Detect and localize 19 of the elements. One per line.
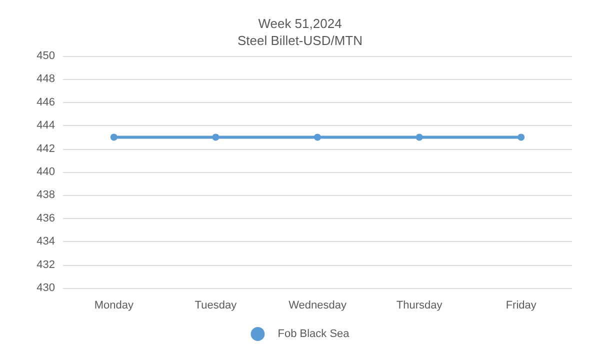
y-tick-label: 436 [36, 212, 55, 224]
y-tick-label: 440 [36, 166, 55, 178]
x-tick-label: Wednesday [288, 300, 347, 312]
y-tick-label: 430 [36, 282, 55, 294]
chart-subtitle: Steel Billet-USD/MTN [238, 33, 362, 48]
y-tick-label: 432 [36, 258, 55, 271]
y-tick-label: 450 [36, 50, 55, 62]
x-tick-label: Thursday [396, 300, 443, 312]
x-tick-label: Monday [94, 300, 134, 312]
y-tick-label: 446 [36, 96, 55, 108]
y-tick-label: 448 [36, 73, 55, 86]
y-tick-label: 438 [36, 189, 55, 202]
x-tick-label: Tuesday [194, 300, 238, 312]
y-tick-label: 444 [36, 120, 55, 132]
y-tick-label: 442 [36, 142, 55, 155]
y-tick-label: 434 [36, 236, 55, 248]
chart-title: Week 51,2024 [258, 16, 342, 31]
x-tick-label: Friday [506, 300, 537, 312]
legend-label: Fob Black Sea [278, 328, 350, 340]
